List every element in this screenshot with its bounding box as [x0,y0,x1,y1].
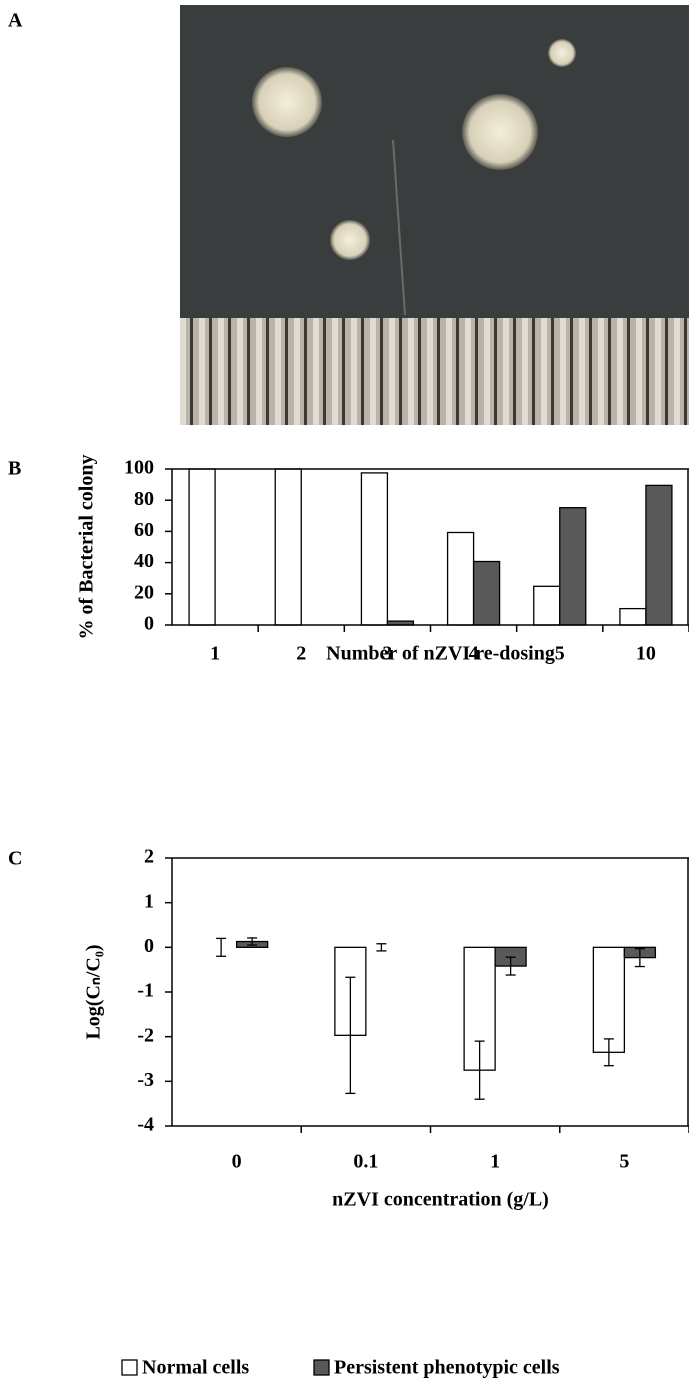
bar [446,531,475,626]
y-tick-label: 40 [134,550,154,572]
x-axis-label: Number of nZVI re-dosing [326,643,555,665]
x-tick-label: 1 [210,643,220,665]
bar [274,468,302,626]
error-bar [376,943,387,952]
x-tick-label: 3 [382,643,392,665]
y-tick-label: 0 [144,935,154,957]
y-tick-label: 1 [144,890,154,912]
legend-label: Normal cells [142,1357,249,1379]
legend-label: Persistent phenotypic cells [334,1357,560,1379]
y-tick-label: 0 [144,613,154,635]
bar [360,472,389,626]
x-axis-label: nZVI concentration (g/L) [332,1189,549,1211]
y-tick-label: -2 [137,1024,154,1046]
x-tick-label: 10 [636,643,656,665]
bar [619,607,647,626]
x-tick-label: 5 [619,1151,629,1173]
legend-swatch [313,1359,330,1376]
error-bar [345,976,356,1095]
error-bar [216,937,227,957]
error-bar [474,1040,485,1100]
x-tick-label: 0 [232,1151,242,1173]
y-axis-label: Log(Cₙ/C₀) [83,944,105,1039]
error-bar [603,1038,614,1067]
y-tick-label: 60 [134,519,154,541]
y-tick-label: 80 [134,488,154,510]
x-tick-label: 0.1 [353,1151,378,1173]
bar [472,560,501,626]
error-bar [247,937,258,946]
x-tick-label: 1 [490,1151,500,1173]
y-tick-label: -3 [137,1069,154,1091]
y-tick-label: -1 [137,980,154,1002]
y-tick-label: 20 [134,581,154,603]
panel-label: A [8,10,23,32]
legend-swatch [121,1359,138,1376]
y-axis-label: % of Bacterial colony [76,455,98,640]
bar [188,468,216,626]
x-tick-label: 2 [296,643,306,665]
panel-label: B [8,458,21,480]
x-tick-label: 4 [469,643,479,665]
y-tick-label: 100 [124,457,154,479]
bar [592,946,626,1053]
y-tick-label: -4 [137,1114,154,1136]
bar [559,507,587,626]
error-bar [634,948,645,968]
bar [645,484,673,626]
x-tick-label: 5 [555,643,565,665]
bar [533,585,561,626]
error-bar [505,956,516,976]
y-tick-label: 2 [144,846,154,868]
photo [180,5,689,425]
panel-label: C [8,848,22,870]
